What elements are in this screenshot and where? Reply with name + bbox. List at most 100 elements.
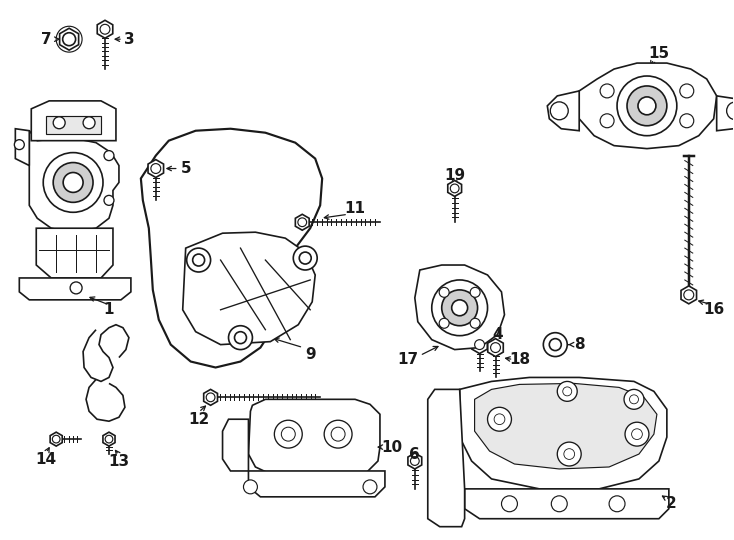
Polygon shape (36, 228, 113, 278)
Text: 8: 8 (574, 337, 584, 352)
Text: 10: 10 (382, 440, 402, 455)
Circle shape (625, 422, 649, 446)
Circle shape (470, 318, 480, 328)
Circle shape (624, 389, 644, 409)
Circle shape (70, 282, 82, 294)
Circle shape (324, 420, 352, 448)
Circle shape (494, 414, 505, 424)
Circle shape (294, 246, 317, 270)
Polygon shape (32, 101, 116, 140)
Circle shape (206, 393, 215, 402)
Circle shape (105, 435, 113, 443)
Circle shape (43, 153, 103, 212)
Polygon shape (59, 28, 79, 50)
Polygon shape (716, 96, 734, 131)
Circle shape (228, 326, 252, 349)
Text: 3: 3 (123, 32, 134, 46)
Circle shape (104, 195, 114, 205)
Circle shape (600, 114, 614, 128)
Polygon shape (50, 432, 62, 446)
Polygon shape (415, 265, 504, 349)
Circle shape (439, 318, 449, 328)
Circle shape (564, 449, 575, 460)
Polygon shape (475, 383, 657, 469)
Polygon shape (488, 339, 504, 356)
Circle shape (186, 248, 211, 272)
Circle shape (63, 172, 83, 192)
Circle shape (53, 117, 65, 129)
Text: 6: 6 (410, 447, 420, 462)
Text: 1: 1 (103, 302, 115, 318)
Circle shape (57, 26, 82, 52)
Polygon shape (15, 129, 29, 166)
Polygon shape (46, 116, 101, 134)
Polygon shape (681, 286, 697, 304)
Polygon shape (29, 131, 119, 232)
Circle shape (104, 151, 114, 160)
Circle shape (487, 407, 512, 431)
Circle shape (410, 457, 419, 465)
Text: 14: 14 (36, 451, 57, 467)
Circle shape (680, 114, 694, 128)
Polygon shape (472, 336, 487, 354)
Circle shape (727, 102, 734, 120)
Polygon shape (19, 278, 131, 300)
Polygon shape (408, 453, 422, 469)
Text: 4: 4 (493, 327, 503, 342)
Circle shape (192, 254, 205, 266)
Text: 17: 17 (397, 352, 418, 367)
Circle shape (638, 97, 656, 115)
Polygon shape (579, 63, 716, 149)
Polygon shape (183, 232, 315, 345)
Circle shape (543, 333, 567, 356)
Circle shape (15, 140, 24, 150)
Circle shape (450, 184, 459, 193)
Polygon shape (295, 214, 309, 230)
Circle shape (627, 86, 667, 126)
Circle shape (299, 252, 311, 264)
Circle shape (501, 496, 517, 512)
Polygon shape (148, 160, 164, 178)
Circle shape (563, 387, 572, 396)
Circle shape (298, 218, 307, 227)
Text: 16: 16 (703, 302, 724, 318)
Circle shape (100, 24, 110, 34)
Circle shape (83, 117, 95, 129)
Polygon shape (465, 489, 669, 519)
Text: 12: 12 (188, 411, 209, 427)
Text: 19: 19 (444, 168, 465, 183)
Circle shape (490, 343, 501, 353)
Polygon shape (204, 389, 217, 406)
Circle shape (281, 427, 295, 441)
Circle shape (470, 287, 480, 298)
Circle shape (550, 102, 568, 120)
Polygon shape (548, 91, 579, 131)
Circle shape (52, 435, 60, 443)
Circle shape (680, 84, 694, 98)
Text: 11: 11 (344, 201, 366, 216)
Circle shape (557, 381, 577, 401)
Polygon shape (428, 389, 465, 526)
Circle shape (275, 420, 302, 448)
Polygon shape (459, 377, 667, 489)
Text: 15: 15 (648, 45, 669, 60)
Text: 9: 9 (305, 347, 316, 362)
Text: 13: 13 (109, 454, 129, 469)
Circle shape (557, 442, 581, 466)
Circle shape (451, 300, 468, 316)
Circle shape (630, 395, 639, 404)
Polygon shape (248, 471, 385, 497)
Circle shape (475, 340, 484, 349)
Circle shape (331, 427, 345, 441)
Circle shape (551, 496, 567, 512)
Circle shape (244, 480, 258, 494)
Circle shape (439, 287, 449, 298)
Polygon shape (248, 400, 380, 474)
Circle shape (631, 429, 642, 440)
Polygon shape (141, 129, 322, 368)
Polygon shape (222, 419, 248, 471)
Polygon shape (448, 180, 462, 197)
Text: 18: 18 (509, 352, 530, 367)
Circle shape (53, 163, 93, 202)
Polygon shape (97, 21, 113, 38)
